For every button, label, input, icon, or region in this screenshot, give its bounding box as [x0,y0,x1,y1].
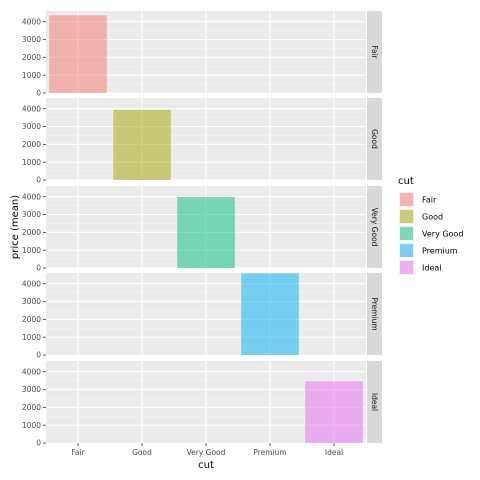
y-tick-label: 4000 [22,104,41,113]
x-tick-label: Very Good [187,448,226,457]
y-tick-label: 4000 [22,192,41,201]
legend-key-fair [400,193,413,206]
y-tick-label: 4000 [22,279,41,288]
y-tick-label: 1000 [22,71,41,80]
x-axis-title: cut [198,460,214,471]
y-tick-label: 3000 [22,210,41,219]
y-tick-label: 3000 [22,35,41,44]
legend-key-very-good [400,227,413,240]
facet-panel-premium: 0 1000 2000 3000 4000 Premium [22,273,382,360]
legend-label: Very Good [422,230,463,239]
x-tick-label: Ideal [325,448,343,457]
y-tick-label: 2000 [22,315,41,324]
y-tick-label: 2000 [22,403,41,412]
facet-strip [367,98,382,180]
bar-fair [49,15,107,93]
y-tick-label: 3000 [22,385,41,394]
facet-panel-very-good: 0 1000 2000 3000 4000 Very Good [22,186,382,273]
x-tick-label: Good [132,448,152,457]
y-tick-label: 2000 [22,53,41,62]
facet-strip [367,186,382,268]
bar-ideal [305,381,363,443]
legend-key-ideal [400,261,413,274]
x-tick-label: Premium [253,448,286,457]
facet-strip-label: Good [370,129,379,149]
facet-panel-good: 0 1000 2000 3000 4000 Good [22,98,382,185]
y-tick-label: 0 [36,264,41,273]
legend-label: Good [422,213,443,222]
y-tick-label: 1000 [22,158,41,167]
legend: cut Fair Good Very Good Premium Ideal [398,176,463,275]
facet-strip-label: Premium [370,297,379,330]
legend-key-good [400,210,413,223]
y-tick-label: 2000 [22,140,41,149]
y-tick-label: 0 [36,351,41,360]
y-tick-label: 0 [36,89,41,98]
legend-title: cut [398,176,414,187]
y-tick-label: 0 [36,439,41,448]
x-tick-label: Fair [71,448,85,457]
legend-key-premium [400,244,413,257]
facet-strip [367,11,382,93]
facet-panel-fair: 0 1000 2000 3000 4000 Fair [22,11,382,98]
legend-label: Premium [422,247,458,256]
y-tick-label: 0 [36,176,41,185]
bar-very-good [177,197,235,268]
y-tick-label: 2000 [22,228,41,237]
y-tick-label: 4000 [22,17,41,26]
facet-panels: 0 1000 2000 3000 4000 Fair 0 1000 2000 3000 4000 Go… [22,11,382,448]
y-tick-label: 1000 [22,333,41,342]
facet-panel-ideal: 0 1000 2000 3000 4000 Ideal [22,361,382,448]
y-tick-label: 1000 [22,421,41,430]
facet-strip [367,273,382,355]
facet-strip [367,361,382,443]
x-axis: Fair Good Very Good Premium Ideal [71,443,343,457]
y-tick-label: 1000 [22,246,41,255]
bar-good [113,109,171,180]
facet-strip-label: Very Good [370,208,379,247]
facet-strip-label: Ideal [370,393,379,411]
y-tick-label: 3000 [22,297,41,306]
y-axis-title: price (mean) [10,195,21,259]
legend-label: Fair [422,196,437,205]
bar-premium [241,273,299,355]
y-tick-label: 3000 [22,122,41,131]
y-tick-label: 4000 [22,367,41,376]
facet-strip-label: Fair [370,45,379,59]
legend-label: Ideal [422,264,441,273]
